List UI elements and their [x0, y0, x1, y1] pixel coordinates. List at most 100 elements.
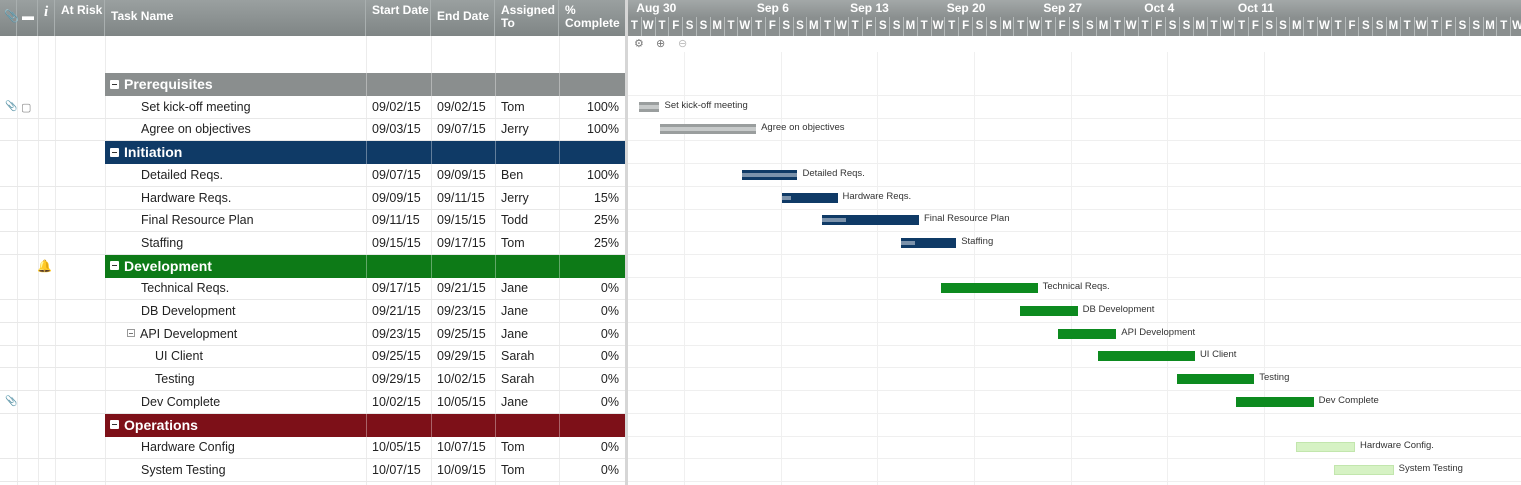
- end-date-cell[interactable]: 10/07/15: [437, 440, 486, 455]
- assigned-to-column-header[interactable]: Assigned To: [495, 0, 559, 36]
- percent-complete-cell[interactable]: 100%: [587, 122, 619, 137]
- table-row[interactable]: Detailed Reqs. 09/07/15 09/09/15 Ben 100%: [0, 164, 625, 187]
- task-name[interactable]: Hardware Reqs.: [141, 187, 371, 209]
- section-name[interactable]: Operations: [110, 414, 360, 436]
- collapse-icon[interactable]: [127, 329, 135, 338]
- table-row[interactable]: Final Resource Plan 09/11/15 09/15/15 Todd 2…: [0, 209, 625, 233]
- table-row[interactable]: Hardware Config 10/05/15 10/07/15 Tom 0%: [0, 436, 625, 460]
- task-name[interactable]: Staffing: [141, 232, 371, 254]
- assigned-to-cell[interactable]: Jerry: [501, 122, 529, 137]
- table-row[interactable]: Testing 09/29/15 10/02/15 Sarah 0%: [0, 368, 625, 392]
- task-name[interactable]: Testing: [155, 368, 385, 390]
- start-date-cell[interactable]: 10/07/15: [372, 462, 421, 477]
- assigned-to-cell[interactable]: Tom: [501, 99, 525, 114]
- end-date-column-header[interactable]: End Date: [431, 0, 495, 36]
- info-column-header[interactable]: i: [38, 0, 55, 36]
- section-row[interactable]: Operations: [0, 413, 625, 437]
- start-date-cell[interactable]: 09/07/15: [372, 167, 421, 182]
- assigned-to-cell[interactable]: Sarah: [501, 349, 535, 364]
- table-row[interactable]: System Testing 10/07/15 10/09/15 Tom 0%: [0, 459, 625, 482]
- attachment-column-header[interactable]: 📎: [0, 0, 19, 36]
- gantt-bar[interactable]: [1019, 306, 1078, 316]
- gear-icon[interactable]: ⚙: [634, 38, 644, 50]
- end-date-cell[interactable]: 09/23/15: [437, 304, 486, 318]
- section-row[interactable]: Development 🔔: [0, 254, 625, 278]
- gantt-bar[interactable]: [782, 192, 838, 203]
- percent-complete-cell[interactable]: 0%: [600, 349, 619, 364]
- percent-complete-cell[interactable]: 0%: [600, 440, 619, 455]
- table-row[interactable]: DB Development 09/21/15 09/23/15 Jane 0%: [0, 300, 625, 323]
- section-name[interactable]: Development: [110, 255, 360, 277]
- gantt-bar[interactable]: [638, 101, 660, 112]
- table-row[interactable]: Hardware Reqs. 09/09/15 09/11/15 Jerry 15%: [0, 187, 625, 210]
- gantt-bar[interactable]: [1295, 442, 1355, 453]
- assigned-to-cell[interactable]: Tom: [501, 462, 525, 477]
- task-name[interactable]: UI Client: [155, 345, 385, 367]
- end-date-cell[interactable]: 09/11/15: [437, 190, 485, 205]
- start-date-cell[interactable]: 10/02/15: [372, 394, 421, 409]
- assigned-to-cell[interactable]: Sarah: [501, 372, 535, 387]
- end-date-cell[interactable]: 09/09/15: [437, 167, 486, 182]
- task-name[interactable]: API Development: [127, 323, 357, 345]
- section-name[interactable]: Prerequisites: [110, 73, 360, 95]
- collapse-icon[interactable]: [110, 79, 119, 89]
- end-date-cell[interactable]: 10/05/15: [437, 394, 486, 409]
- start-date-cell[interactable]: 09/02/15: [372, 99, 421, 114]
- gantt-bar[interactable]: [1177, 374, 1255, 385]
- task-name[interactable]: DB Development: [141, 300, 371, 322]
- percent-complete-cell[interactable]: 0%: [600, 462, 619, 477]
- gantt-bar[interactable]: [742, 169, 798, 180]
- percent-complete-cell[interactable]: 0%: [600, 304, 619, 318]
- zoom-in-icon[interactable]: ⊕: [656, 38, 666, 50]
- task-name[interactable]: Technical Reqs.: [141, 277, 371, 299]
- gantt-bar[interactable]: [659, 124, 757, 135]
- percent-complete-cell[interactable]: 25%: [593, 235, 619, 250]
- start-date-cell[interactable]: 10/05/15: [372, 440, 421, 455]
- collapse-icon[interactable]: [110, 261, 119, 271]
- comment-column-header[interactable]: ▬: [17, 0, 38, 36]
- gantt-bar[interactable]: [822, 215, 919, 226]
- assigned-to-cell[interactable]: Jane: [501, 304, 529, 318]
- at-risk-column-header[interactable]: At Risk: [55, 0, 105, 36]
- gantt-bar[interactable]: [1236, 396, 1314, 407]
- assigned-to-cell[interactable]: Jane: [501, 394, 529, 409]
- end-date-cell[interactable]: 09/15/15: [437, 213, 486, 228]
- percent-complete-cell[interactable]: 25%: [593, 213, 619, 228]
- task-name[interactable]: Set kick-off meeting: [141, 96, 371, 118]
- gantt-bar[interactable]: [1098, 351, 1195, 362]
- task-name[interactable]: Final Resource Plan: [141, 209, 371, 231]
- table-row[interactable]: 📎 Dev Complete 10/02/15 10/05/15 Jane 0%: [0, 391, 625, 414]
- assigned-to-cell[interactable]: Ben: [501, 167, 524, 182]
- table-row[interactable]: Staffing 09/15/15 09/17/15 Tom 25%: [0, 232, 625, 255]
- pane-splitter[interactable]: [625, 0, 628, 485]
- task-name[interactable]: Agree on objectives: [141, 118, 371, 140]
- percent-complete-column-header[interactable]: % Complete: [565, 3, 620, 30]
- start-date-column-header[interactable]: Start Date: [366, 0, 431, 36]
- gantt-bar[interactable]: [1058, 328, 1117, 339]
- collapse-icon[interactable]: [110, 420, 119, 430]
- gantt-bar[interactable]: [1334, 464, 1394, 475]
- end-date-cell[interactable]: 09/17/15: [437, 235, 486, 250]
- end-date-cell[interactable]: 09/02/15: [437, 99, 486, 114]
- task-name[interactable]: System Testing: [141, 459, 371, 481]
- assigned-to-cell[interactable]: Jerry: [501, 190, 529, 205]
- percent-complete-cell[interactable]: 100%: [587, 99, 619, 114]
- percent-complete-cell[interactable]: 0%: [600, 372, 619, 387]
- percent-complete-cell[interactable]: 0%: [600, 326, 619, 341]
- task-name[interactable]: Detailed Reqs.: [141, 164, 371, 186]
- gantt-bar[interactable]: [941, 283, 1038, 294]
- start-date-cell[interactable]: 09/09/15: [372, 190, 421, 205]
- table-row[interactable]: Technical Reqs. 09/17/15 09/21/15 Jane 0%: [0, 277, 625, 301]
- end-date-cell[interactable]: 10/02/15: [437, 372, 486, 387]
- table-row[interactable]: API Development 09/23/15 09/25/15 Jane 0%: [0, 323, 625, 346]
- table-row[interactable]: Agree on objectives 09/03/15 09/07/15 Jerry…: [0, 118, 625, 142]
- end-date-cell[interactable]: 09/25/15: [437, 326, 486, 341]
- percent-complete-cell[interactable]: 100%: [587, 167, 619, 182]
- table-row[interactable]: 📎 ▢ Set kick-off meeting 09/02/15 09/02/15 To…: [0, 96, 625, 119]
- paperclip-icon[interactable]: 📎: [5, 100, 18, 112]
- section-name[interactable]: Initiation: [110, 141, 360, 163]
- comment-icon[interactable]: ▢: [21, 101, 32, 114]
- percent-complete-cell[interactable]: 0%: [600, 394, 619, 409]
- table-row[interactable]: UI Client 09/25/15 09/29/15 Sarah 0%: [0, 345, 625, 369]
- assigned-to-cell[interactable]: Tom: [501, 440, 525, 455]
